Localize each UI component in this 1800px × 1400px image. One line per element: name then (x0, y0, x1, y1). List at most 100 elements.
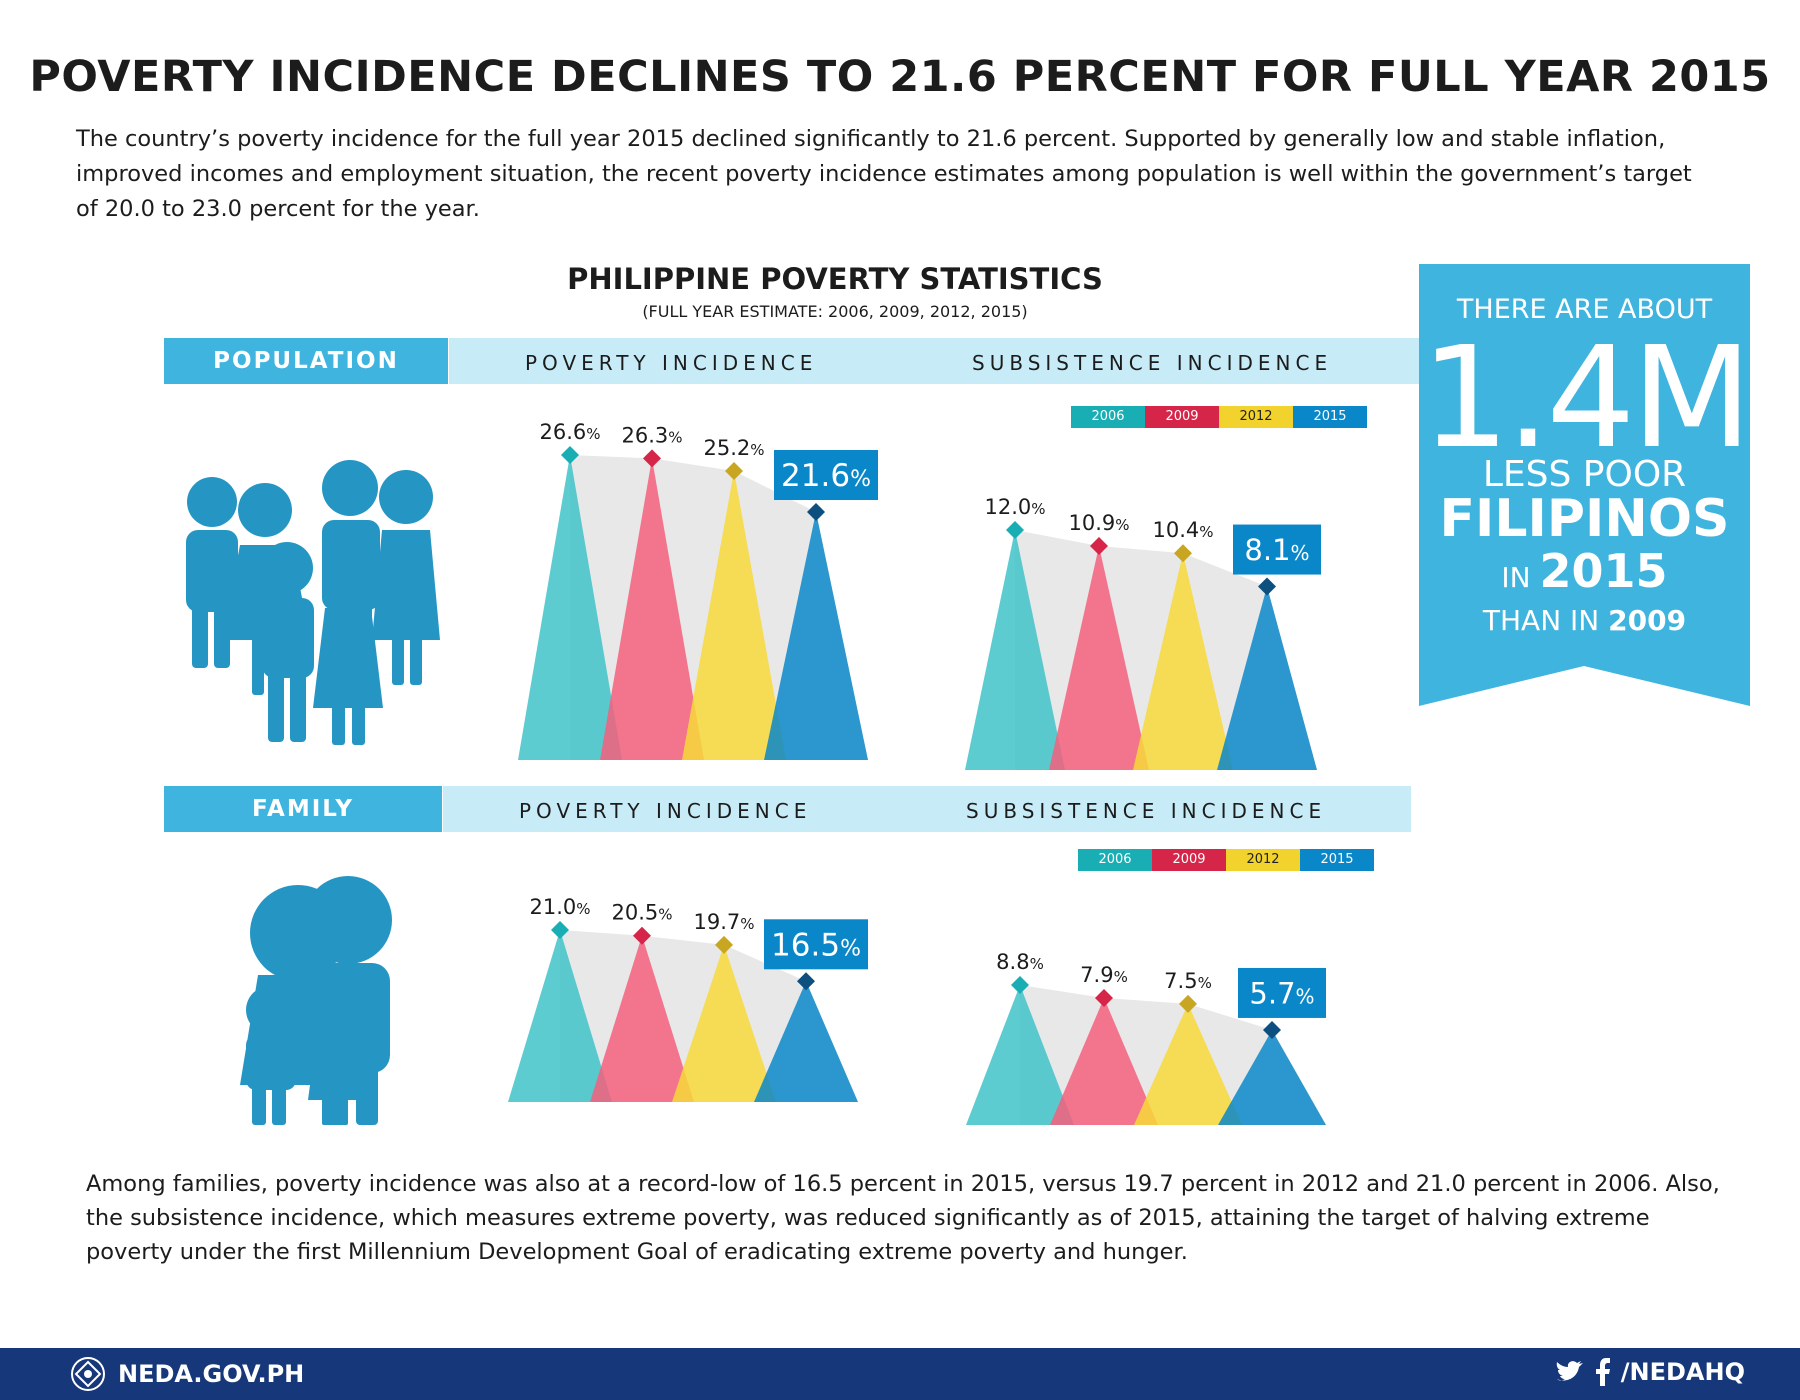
marker-2012 (1179, 994, 1197, 1013)
population-band (449, 338, 1419, 384)
percent-sign: % (1030, 955, 1044, 973)
marker-2015 (807, 503, 825, 521)
value-label-2006: 8.8% (996, 950, 1044, 974)
twitter-icon (1556, 1361, 1583, 1381)
marker-2015 (797, 972, 815, 991)
marker-2012 (725, 461, 743, 480)
bar-2012 (1134, 1003, 1242, 1125)
bar-2015 (1218, 1029, 1326, 1125)
highlight-box-2015 (1233, 524, 1321, 575)
population-people-icon (186, 460, 440, 745)
highlight-box-2015 (1238, 967, 1326, 1018)
callout-filipinos: FILIPINOS (1439, 489, 1730, 549)
legend-2006: 2006 (1078, 849, 1152, 871)
callout-year-2015: 2015 (1539, 544, 1668, 598)
value-label-2012: 19.7% (693, 910, 754, 934)
callout-line1: THERE ARE ABOUT (1456, 294, 1713, 325)
value-label-2009: 10.9% (1068, 511, 1129, 535)
marker-2009 (633, 926, 651, 945)
marker-2012 (1174, 544, 1192, 563)
value-label-2009: 20.5% (611, 901, 672, 925)
bar-2006 (966, 985, 1074, 1125)
highlight-box-2015 (764, 919, 868, 970)
legend-2015: 2015 (1293, 406, 1367, 428)
bar-2006 (518, 455, 622, 760)
family-people-icon (240, 876, 392, 1125)
bar-2009 (600, 458, 704, 760)
percent-sign: % (840, 936, 861, 961)
highlight-box-2015 (774, 450, 878, 500)
family-band (443, 786, 1411, 832)
value-label-2012: 25.2% (703, 436, 764, 460)
footer-site[interactable]: NEDA.GOV.PH (70, 1356, 304, 1392)
bar-2009 (590, 935, 694, 1102)
value-label-2006: 21.0% (529, 895, 590, 919)
callout-than-label: THAN IN (1482, 604, 1600, 637)
percent-sign: % (1296, 984, 1315, 1008)
value-label-2015: 21.6% (781, 458, 871, 494)
percent-sign: % (658, 906, 672, 924)
bar-2015 (764, 512, 868, 760)
percent-sign: % (1031, 500, 1045, 518)
percent-sign: % (1115, 516, 1129, 534)
marker-2009 (1095, 989, 1113, 1008)
callout-less-poor: LESS POOR (1482, 454, 1687, 495)
value-label-2006: 26.6% (539, 420, 600, 444)
callout-than-year: THAN IN 2009 (1419, 604, 1750, 637)
legend-population: 2006 2009 2012 2015 (1071, 406, 1367, 428)
stats-subtitle: (FULL YEAR ESTIMATE: 2006, 2009, 2012, 2… (642, 302, 1028, 321)
facebook-icon (1595, 1358, 1610, 1386)
percent-sign: % (586, 425, 600, 443)
footer-handle: /NEDAHQ (1620, 1358, 1745, 1386)
family-subsistence-header: SUBSISTENCE INCIDENCE (966, 799, 1327, 823)
legend-2009: 2009 (1152, 849, 1226, 871)
marker-2009 (1090, 536, 1108, 555)
intro-paragraph: The country’s poverty incidence for the … (76, 126, 1692, 222)
neda-logo-icon (71, 1357, 105, 1391)
bar-2012 (1133, 553, 1233, 770)
population-poverty-header: POVERTY INCIDENCE (525, 351, 818, 375)
bar-2009 (1050, 998, 1158, 1125)
legend-2015: 2015 (1300, 849, 1374, 871)
callout-year-2009: 2009 (1608, 604, 1687, 637)
population-label: POPULATION (164, 338, 448, 384)
outro-paragraph: Among families, poverty incidence was al… (86, 1171, 1720, 1265)
bar-2006 (508, 930, 612, 1102)
bar-2015 (1217, 586, 1317, 770)
footer-social[interactable]: /NEDAHQ (1555, 1358, 1745, 1386)
value-label-2009: 7.9% (1080, 963, 1128, 987)
legend-2009: 2009 (1145, 406, 1219, 428)
legend-2006: 2006 (1071, 406, 1145, 428)
percent-sign: % (850, 467, 871, 492)
marker-2006 (1006, 521, 1024, 539)
legend-2012: 2012 (1219, 406, 1293, 428)
percent-sign: % (576, 900, 590, 918)
family-poverty-chart: 21.0% 20.5% 19.7%16.5% (508, 895, 868, 1102)
marker-2015 (1258, 577, 1276, 596)
footer-bar: NEDA.GOV.PH /NEDAHQ (0, 1348, 1800, 1400)
footer-site-label: NEDA.GOV.PH (118, 1360, 305, 1388)
marker-2006 (551, 921, 569, 939)
bar-2012 (672, 944, 776, 1102)
bar-2015 (754, 981, 858, 1102)
percent-sign: % (740, 915, 754, 933)
marker-2012 (715, 935, 733, 954)
marker-2006 (1011, 976, 1029, 994)
bar-2006 (965, 530, 1065, 770)
marker-2009 (643, 449, 661, 468)
percent-sign: % (1199, 523, 1213, 541)
callout-in-year: IN 2015 (1419, 544, 1750, 598)
marker-2006 (561, 446, 579, 464)
percent-sign: % (1198, 974, 1212, 992)
bar-2009 (1049, 545, 1149, 770)
page-title: POVERTY INCIDENCE DECLINES TO 21.6 PERCE… (29, 52, 1771, 102)
value-label-2006: 12.0% (984, 495, 1045, 519)
stats-title: PHILIPPINE POVERTY STATISTICS (567, 262, 1103, 296)
percent-sign: % (1114, 968, 1128, 986)
value-label-2009: 26.3% (621, 423, 682, 447)
percent-sign: % (1291, 541, 1310, 565)
population-subsistence-header: SUBSISTENCE INCIDENCE (972, 351, 1333, 375)
population-subsistence-chart: 12.0%10.9% 10.4%8.1% (965, 495, 1321, 770)
callout-in-label: IN (1501, 561, 1531, 594)
family-poverty-header: POVERTY INCIDENCE (519, 799, 812, 823)
